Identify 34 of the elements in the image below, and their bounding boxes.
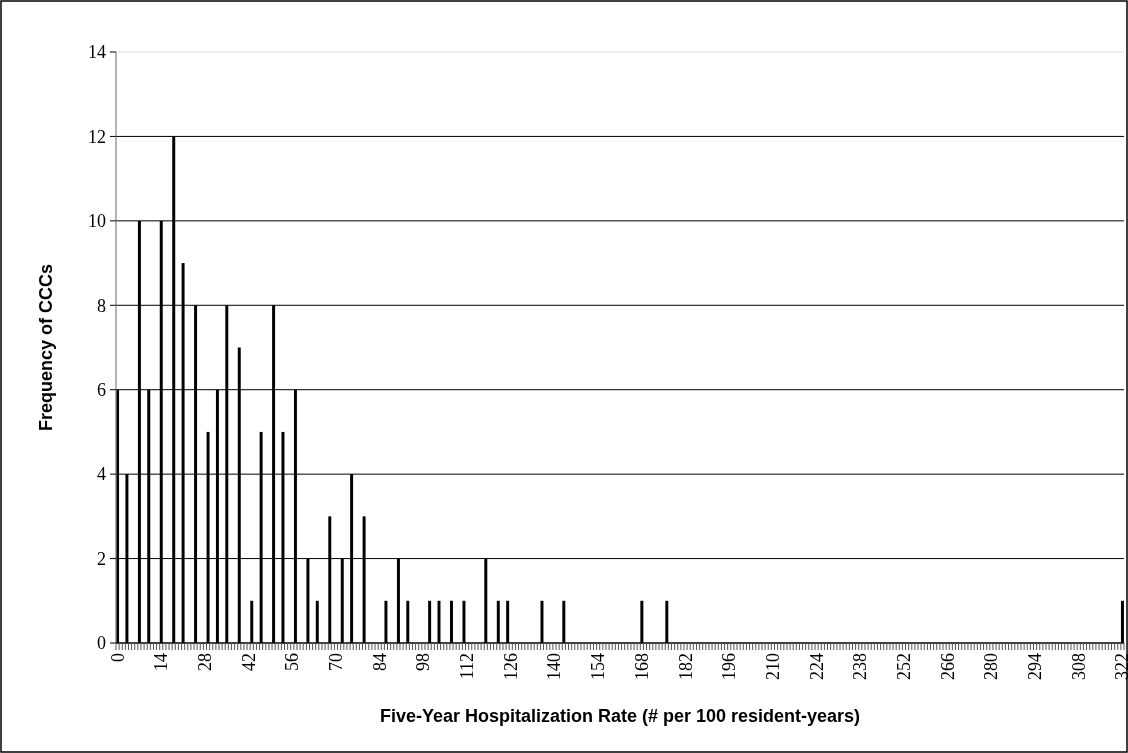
x-tick-label: 252 — [893, 653, 914, 680]
x-tick-label: 210 — [762, 653, 783, 680]
x-tick-label: 140 — [544, 653, 565, 680]
x-tick-label: 168 — [631, 653, 652, 680]
x-tick-label: 56 — [282, 653, 303, 671]
x-tick-label: 70 — [326, 653, 347, 671]
x-tick-label: 98 — [413, 653, 434, 671]
x-tick-label: 182 — [675, 653, 696, 680]
x-tick-label: 266 — [937, 653, 958, 680]
y-tick-label: 8 — [97, 295, 106, 316]
x-tick-label: 42 — [238, 653, 259, 671]
x-axis-title: Five-Year Hospitalization Rate (# per 100 resident-years) — [379, 706, 861, 726]
x-tick-label: 112 — [457, 653, 478, 680]
x-tick-label: 308 — [1068, 653, 1089, 680]
y-tick-label: 4 — [97, 464, 106, 485]
x-tick-label: 322 — [1112, 653, 1128, 680]
y-axis-title: Frequency of CCCs — [36, 263, 56, 432]
x-tick-label: 294 — [1025, 653, 1046, 680]
x-tick-label: 280 — [981, 653, 1002, 680]
x-tick-label: 0 — [107, 653, 128, 662]
y-tick-label: 6 — [97, 380, 106, 401]
x-tick-label: 154 — [588, 653, 609, 680]
x-tick-label: 126 — [500, 653, 521, 680]
x-tick-label: 84 — [369, 653, 390, 671]
x-tick-label: 14 — [151, 653, 172, 671]
y-tick-label: 14 — [88, 42, 106, 63]
x-tick-label: 238 — [850, 653, 871, 680]
y-tick-label: 2 — [97, 548, 106, 569]
y-tick-label: 12 — [88, 126, 106, 147]
x-tick-label: 196 — [719, 653, 740, 680]
y-tick-label: 10 — [88, 211, 106, 232]
x-tick-label: 28 — [194, 653, 215, 671]
y-tick-label: 0 — [97, 633, 106, 654]
x-tick-label: 224 — [806, 653, 827, 680]
